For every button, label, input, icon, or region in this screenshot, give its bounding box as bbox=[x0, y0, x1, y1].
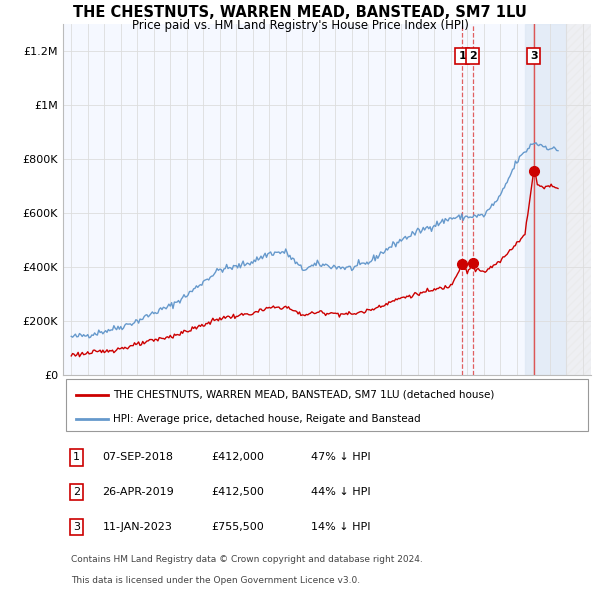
Text: 26-APR-2019: 26-APR-2019 bbox=[103, 487, 175, 497]
Text: 44% ↓ HPI: 44% ↓ HPI bbox=[311, 487, 371, 497]
Text: 1: 1 bbox=[73, 453, 80, 463]
Text: 07-SEP-2018: 07-SEP-2018 bbox=[103, 453, 173, 463]
Text: 3: 3 bbox=[73, 522, 80, 532]
Text: THE CHESTNUTS, WARREN MEAD, BANSTEAD, SM7 1LU (detached house): THE CHESTNUTS, WARREN MEAD, BANSTEAD, SM… bbox=[113, 390, 494, 400]
Text: This data is licensed under the Open Government Licence v3.0.: This data is licensed under the Open Gov… bbox=[71, 576, 360, 585]
Text: £412,000: £412,000 bbox=[211, 453, 264, 463]
Text: 47% ↓ HPI: 47% ↓ HPI bbox=[311, 453, 371, 463]
Text: THE CHESTNUTS, WARREN MEAD, BANSTEAD, SM7 1LU: THE CHESTNUTS, WARREN MEAD, BANSTEAD, SM… bbox=[73, 5, 527, 19]
Text: 1: 1 bbox=[458, 51, 466, 61]
Text: Price paid vs. HM Land Registry's House Price Index (HPI): Price paid vs. HM Land Registry's House … bbox=[131, 19, 469, 32]
Text: HPI: Average price, detached house, Reigate and Banstead: HPI: Average price, detached house, Reig… bbox=[113, 414, 421, 424]
Text: Contains HM Land Registry data © Crown copyright and database right 2024.: Contains HM Land Registry data © Crown c… bbox=[71, 555, 422, 564]
Bar bbox=[566, 24, 591, 375]
Bar bbox=[525, 24, 566, 375]
Text: 3: 3 bbox=[530, 51, 538, 61]
Text: 11-JAN-2023: 11-JAN-2023 bbox=[103, 522, 172, 532]
Text: 2: 2 bbox=[469, 51, 476, 61]
Text: 14% ↓ HPI: 14% ↓ HPI bbox=[311, 522, 371, 532]
Text: 2: 2 bbox=[73, 487, 80, 497]
FancyBboxPatch shape bbox=[65, 379, 589, 431]
Text: £412,500: £412,500 bbox=[211, 487, 264, 497]
Text: £755,500: £755,500 bbox=[211, 522, 263, 532]
